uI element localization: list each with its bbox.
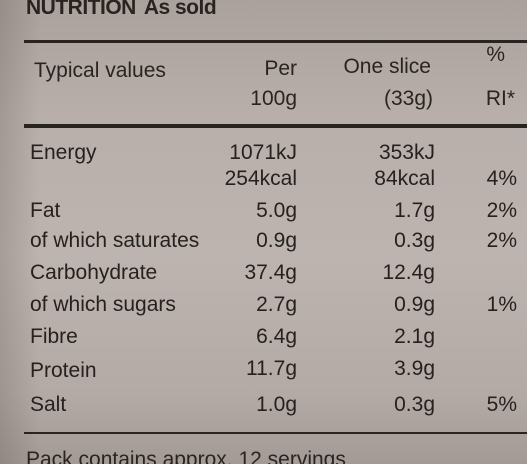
row-per-slice: 3.9g: [394, 357, 435, 380]
row-label: Fat: [30, 199, 61, 222]
row-per-100g: 5.0g: [256, 199, 297, 222]
row-per-slice: 353kJ: [378, 141, 435, 164]
row-label: of which sugars: [30, 293, 176, 316]
row-per-slice: 1.7g: [394, 199, 435, 222]
pack-servings-note: Pack contains approx. 12 servings: [26, 448, 346, 464]
row-label: Energy: [30, 141, 97, 164]
row-per-slice: 0.3g: [394, 393, 435, 416]
row-label: of which saturates: [30, 229, 200, 252]
bottom-rule: [24, 432, 527, 434]
row-ri-percent: 2%: [486, 229, 517, 252]
col-slice-weight: (33g): [383, 87, 433, 110]
col-per-label: Per: [264, 57, 297, 80]
col-per-unit: 100g: [250, 87, 297, 110]
row-label: Fibre: [30, 325, 78, 348]
top-rule: [24, 40, 527, 43]
row-per-100g: 11.7g: [246, 357, 297, 380]
row-per-100g: 1071kJ: [229, 141, 297, 164]
row-per-slice: 0.3g: [394, 229, 435, 252]
col-slice-label: One slice: [343, 55, 431, 78]
nutrition-heading: NUTRITION As sold: [26, 0, 217, 20]
row-label: Protein: [30, 359, 97, 382]
col-typical-values: Typical values: [34, 59, 166, 82]
row-ri-percent: 4%: [486, 167, 517, 190]
row-per-100g: 2.7g: [256, 293, 297, 316]
row-per-100g: 6.4g: [256, 325, 297, 348]
row-per-100g: 37.4g: [244, 261, 297, 284]
row-ri-percent: 1%: [486, 293, 517, 316]
col-ri-label: RI*: [485, 87, 515, 110]
heading-title: NUTRITION: [26, 0, 136, 19]
shadow-overlay: [0, 0, 40, 464]
row-per-100g: 254kcal: [224, 167, 297, 190]
row-ri-percent: 5%: [486, 393, 517, 416]
row-label: Carbohydrate: [30, 261, 158, 284]
heading-subtitle: As sold: [143, 0, 217, 19]
row-per-slice: 2.1g: [394, 325, 435, 348]
row-per-slice: 0.9g: [394, 293, 435, 316]
row-ri-percent: 2%: [486, 199, 517, 222]
row-per-100g: 0.9g: [256, 229, 297, 252]
row-per-slice: 12.4g: [382, 261, 435, 284]
row-per-slice: 84kcal: [374, 167, 435, 190]
col-ri-percent: %: [486, 43, 505, 66]
row-per-100g: 1.0g: [256, 393, 297, 416]
row-label: Salt: [30, 393, 67, 416]
header-rule: [24, 124, 527, 128]
